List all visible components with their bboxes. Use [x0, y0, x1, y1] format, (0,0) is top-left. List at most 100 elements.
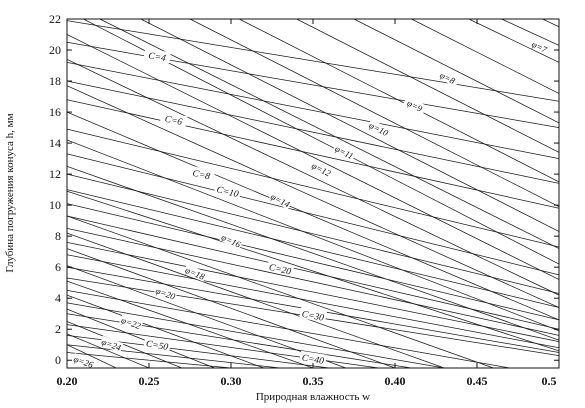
phi-isoline-unlabeled-11: [67, 294, 264, 368]
c-isoline-unlabeled-8: [67, 242, 559, 342]
c-label-bg: [213, 182, 242, 200]
isoline-labels: C=4C=6C=8C=10C=20C=30C=40C=50φ=7φ=8φ=9φ=…: [71, 37, 552, 370]
c-isoline-unlabeled-15: [67, 352, 232, 368]
c-isoline-6: [67, 62, 559, 159]
x-tick-label: 0.20: [57, 374, 78, 388]
c-label-40: C=40: [301, 353, 325, 366]
y-tick-label: 2: [55, 322, 61, 336]
x-tick-label: 0.40: [385, 374, 406, 388]
y-axis-ticks: 0 2 4 6 8 10 12 14 16 18 20 22: [49, 12, 559, 367]
c-isoline-unlabeled-5: [67, 189, 559, 308]
y-tick-label: 16: [49, 105, 61, 119]
phi-label-bg: [402, 95, 427, 115]
phi-label-bg: [71, 352, 96, 370]
c-label-bg: [159, 111, 188, 128]
y-tick-label: 12: [49, 167, 61, 181]
phi-isoline-22: [67, 215, 494, 368]
c-isoline-unlabeled-4: [67, 173, 559, 294]
phi-label-22: φ=22: [120, 315, 143, 331]
phi-isoline-unlabeled-7: [67, 139, 559, 332]
phi-label-11: φ=11: [333, 144, 355, 162]
phi-label-bg: [119, 314, 144, 331]
c-isoline-4: [67, 20, 559, 102]
c-label-bg: [143, 336, 172, 352]
phi-isoline-unlabeled-13: [67, 321, 182, 368]
x-tick-label: 0.5: [542, 374, 557, 388]
phi-label-bg: [435, 68, 460, 87]
c-label-bg: [187, 165, 216, 182]
c-isoline-unlabeled-6: [67, 215, 559, 330]
c-label-50: C=50: [145, 339, 169, 353]
c-isoline-unlabeled-3: [67, 153, 559, 276]
phi-label-bg: [366, 119, 391, 139]
x-tick-label: 0.45: [467, 374, 488, 388]
c-label-bg: [299, 306, 327, 323]
phi-label-20: φ=20: [154, 285, 177, 301]
y-tick-label: 22: [49, 12, 61, 26]
y-tick-label: 10: [49, 198, 61, 212]
x-axis-ticks: 0.20 0.25 0.30 0.35 0.40 0.45 0.5: [57, 19, 560, 388]
c-isoline-20: [67, 203, 559, 321]
phi-isoline-unlabeled-1: [468, 19, 559, 63]
x-tick-label: 0.25: [139, 374, 160, 388]
y-tick-label: 0: [55, 353, 61, 367]
y-tick-label: 6: [55, 260, 61, 274]
c-label-bg: [266, 259, 295, 277]
phi-label-24: φ=24: [100, 337, 123, 353]
phi-label-18: φ=18: [184, 265, 207, 282]
phi-isoline-unlabeled-10: [67, 265, 346, 368]
phi-isoline-unlabeled-8: [67, 190, 559, 352]
phi-label-bg: [268, 190, 293, 210]
phi-isoline-unlabeled-15: [67, 344, 117, 368]
x-tick-label: 0.35: [303, 374, 324, 388]
c-isoline-unlabeled-2: [67, 80, 559, 184]
phi-label-bg: [153, 284, 178, 302]
phi-label-bg: [527, 37, 552, 56]
phi-isoline-unlabeled-6: [67, 85, 559, 308]
phi-isoline-9: [296, 19, 559, 153]
phi-isoline-12: [140, 19, 559, 232]
c-label-bg: [143, 48, 171, 64]
x-axis-title: Природная влажность w: [256, 391, 370, 403]
phi-isoline-unlabeled-12: [67, 308, 215, 368]
phi-isoline-10: [239, 19, 559, 183]
phi-isoline-11: [189, 19, 559, 208]
c-isoline-unlabeled-11: [67, 313, 412, 368]
phi-label-bg: [183, 264, 208, 282]
y-tick-label: 8: [55, 229, 61, 243]
phi-isoline-7: [411, 19, 559, 94]
c-isoline-30: [67, 254, 559, 349]
phi-isoline-unlabeled-5: [67, 34, 559, 280]
c-label-6: C=6: [164, 115, 183, 128]
phi-isoline-unlabeled-4: [99, 19, 559, 249]
phi-isoline-18: [67, 111, 559, 321]
phi-isoline-16: [67, 58, 559, 296]
c-label-4: C=4: [148, 51, 167, 64]
c-isoline-10: [67, 128, 559, 248]
phi-isoline-unlabeled-2: [501, 19, 559, 46]
phi-isoline-26: [67, 280, 314, 368]
phi-label-bg: [219, 231, 244, 250]
y-tick-label: 18: [49, 74, 61, 88]
phi-isoline-unlabeled-3: [542, 19, 559, 28]
y-tick-label: 4: [55, 291, 61, 305]
phi-isoline-24: [67, 248, 396, 368]
c-isoline-50: [67, 302, 445, 368]
c-label-30: C=30: [301, 310, 325, 324]
y-axis-title: Глубина погружения конуса h, мм: [4, 113, 16, 272]
phi-isolines: [67, 19, 559, 368]
phi-isoline-unlabeled-14: [67, 333, 150, 368]
phi-isoline-20: [67, 166, 559, 341]
x-tick-label: 0.30: [221, 374, 242, 388]
phi-isoline-8: [353, 19, 559, 124]
c-label-8: C=8: [192, 169, 211, 183]
phi-label-bg: [332, 142, 357, 162]
y-tick-label: 20: [49, 43, 61, 57]
c-isoline-unlabeled-7: [67, 228, 559, 336]
phi-label-bg: [309, 159, 334, 179]
y-tick-label: 14: [49, 136, 61, 150]
phi-isoline-unlabeled-9: [67, 232, 445, 368]
phi-label-bg: [99, 335, 124, 353]
c-label-bg: [299, 350, 327, 366]
